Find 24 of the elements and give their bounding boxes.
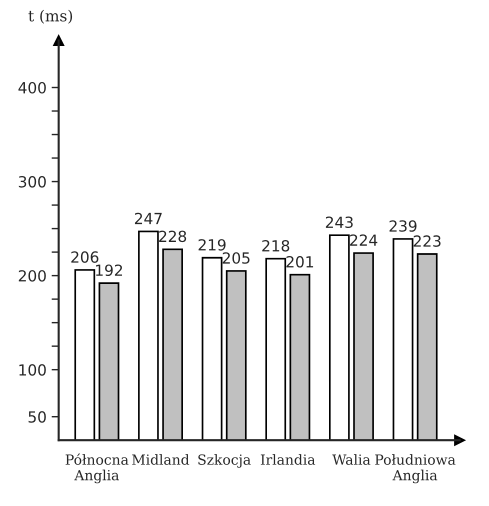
y-tick-label: 100 — [19, 364, 46, 376]
x-tick-label: Południowa Anglia — [375, 454, 456, 484]
data-label: 192 — [96, 264, 122, 276]
data-label: 206 — [71, 251, 98, 263]
data-label: 219 — [198, 239, 226, 251]
x-tick-label: Midland — [132, 454, 190, 465]
x-tick-label: Irlandia — [260, 454, 316, 465]
data-label: 228 — [159, 230, 186, 242]
y-tick-label: 200 — [18, 270, 46, 282]
x-tick-label: Północna Anglia — [66, 454, 128, 484]
y-tick-label: 300 — [18, 176, 46, 188]
data-label: 205 — [222, 252, 250, 264]
x-tick-label: Szkocja — [198, 454, 251, 468]
data-label: 223 — [414, 235, 441, 247]
y-tick-label: 50 — [28, 411, 46, 423]
data-label: 224 — [350, 234, 378, 246]
y-tick-label: 400 — [18, 82, 46, 94]
data-label: 218 — [262, 240, 290, 252]
data-label: 201 — [286, 256, 314, 268]
data-label: 243 — [326, 216, 353, 228]
data-label: 239 — [390, 220, 417, 232]
x-tick-label: Walia — [332, 454, 370, 465]
y-axis-title: t (ms) — [28, 10, 72, 24]
data-label: 247 — [134, 212, 162, 224]
